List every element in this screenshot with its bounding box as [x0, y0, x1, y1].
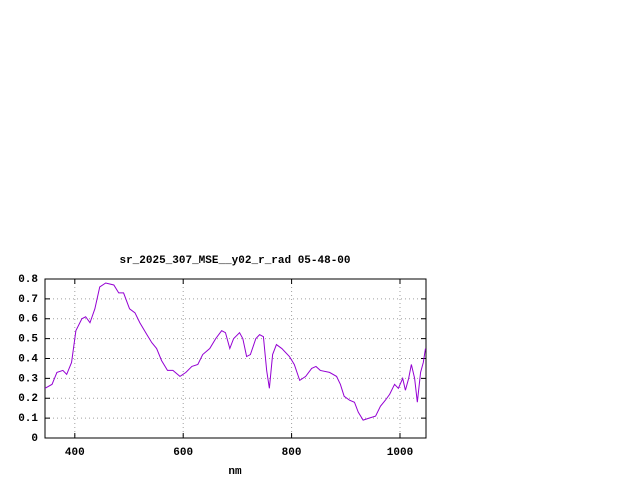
- y-tick-label: 0.2: [18, 393, 38, 405]
- y-tick-label: 0.8: [18, 274, 38, 286]
- y-tick-label: 0.5: [18, 334, 38, 346]
- y-tick-label: 0: [31, 433, 38, 445]
- y-tick-label: 0.3: [18, 373, 38, 385]
- x-tick-label: 800: [282, 447, 302, 459]
- y-tick-label: 0.4: [18, 353, 38, 365]
- data-line: [44, 282, 426, 421]
- x-tick-label: 400: [65, 447, 85, 459]
- x-tick-label: 1000: [387, 447, 413, 459]
- plot-border: [44, 278, 427, 439]
- y-tick-label: 0.7: [18, 294, 38, 306]
- chart-title: sr_2025_307_MSE__y02_r_rad 05-48-00: [119, 255, 350, 267]
- y-tick-label: 0.1: [18, 413, 38, 425]
- x-axis-label: nm: [228, 466, 242, 478]
- y-tick-label: 0.6: [18, 314, 38, 326]
- x-tick-label: 600: [173, 447, 193, 459]
